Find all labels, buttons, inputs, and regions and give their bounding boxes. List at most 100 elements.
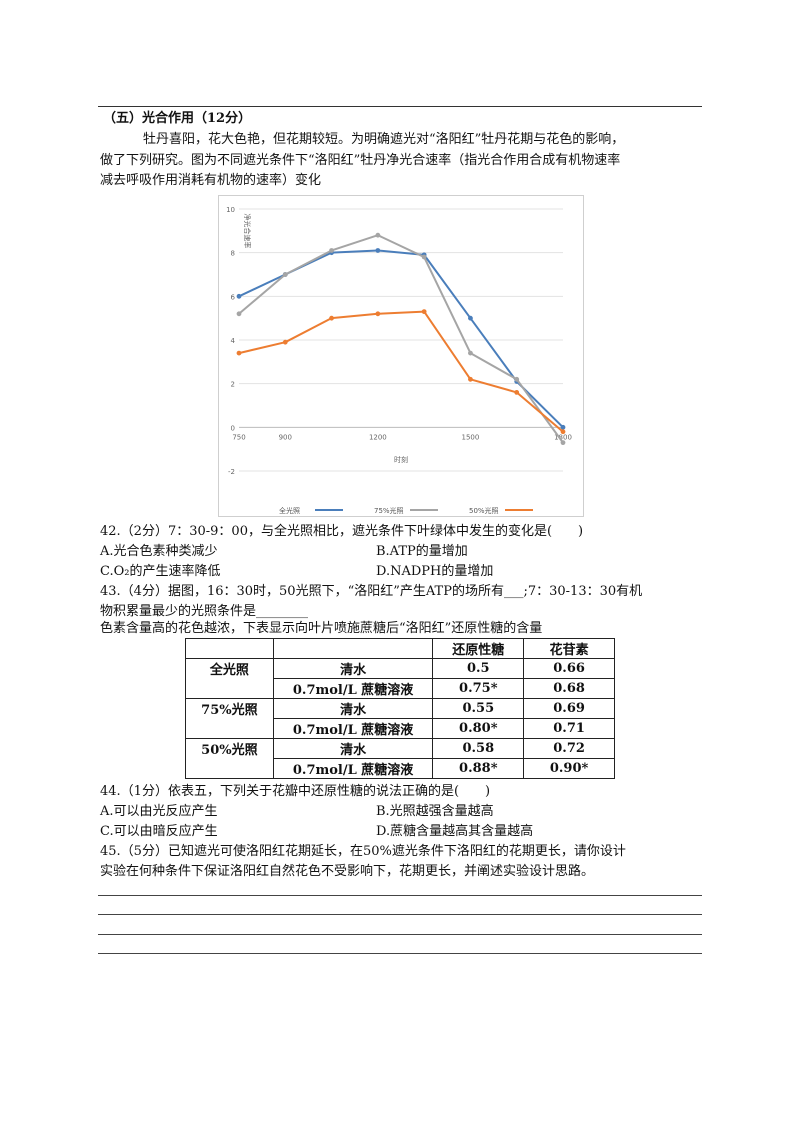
data-point <box>282 272 288 277</box>
data-point <box>514 390 520 395</box>
data-point <box>560 429 566 435</box>
header-cell <box>272 638 434 659</box>
anthocyanin-cell: 0.69 <box>523 698 615 719</box>
y-tick-label: 10 <box>226 206 235 214</box>
table-intro: 色素含量高的花色越浓，下表显示向叶片喷施蔗糖后“洛阳红”还原性糖的含量 <box>100 621 543 636</box>
legend-label: 75%光照 <box>374 506 404 515</box>
y-tick-label: 0 <box>231 424 235 432</box>
sugar-cell: 0.5 <box>432 658 525 679</box>
anthocyanin-cell: 0.71 <box>523 718 615 739</box>
q44-option-a[interactable]: A.可以由光反应产生 <box>100 804 218 819</box>
data-point <box>421 309 427 315</box>
group-cell: 全光照 <box>185 658 274 679</box>
data-point <box>236 311 242 317</box>
sugar-cell: 0.80* <box>432 718 525 739</box>
x-axis-label: 时刻 <box>394 455 408 464</box>
anthocyanin-cell: 0.90* <box>523 758 615 779</box>
data-point <box>468 376 473 382</box>
data-point <box>329 315 334 321</box>
y-tick-label: 4 <box>231 337 236 345</box>
data-point <box>375 311 381 317</box>
q45-line-2: 实验在何种条件下保证洛阳红自然花色不受影响下，花期更长，并阐述实验设计思路。 <box>100 864 595 879</box>
q44-option-d[interactable]: D.蔗糖含量越高其含量越高 <box>376 824 534 839</box>
data-point <box>468 350 473 356</box>
x-tick-label: 1200 <box>369 433 387 441</box>
q44-option-b[interactable]: B.光照越强含量越高 <box>376 804 494 819</box>
series-line <box>238 249 564 429</box>
y-tick-label: -2 <box>228 468 235 476</box>
data-point <box>421 254 427 260</box>
q44-stem: 44.（1分）依表五，下列关于花瓣中还原性糖的说法正确的是( ) <box>100 784 491 799</box>
q42-option-c[interactable]: C.O₂的产生速率降低 <box>100 564 221 579</box>
series-line <box>238 234 564 444</box>
data-point <box>236 350 242 356</box>
data-point <box>375 248 381 253</box>
anthocyanin-cell: 0.68 <box>523 678 615 699</box>
answer-line[interactable] <box>98 895 702 896</box>
x-tick-label: 900 <box>279 433 292 441</box>
header-cell: 还原性糖 <box>432 638 525 659</box>
treatment-cell: 0.7mol/L 蔗糖溶液 <box>272 758 434 779</box>
x-tick-label: 750 <box>232 433 245 441</box>
table-header-row: 还原性糖 花苷素 <box>185 638 615 659</box>
y-tick-label: 8 <box>231 250 235 258</box>
group-cell <box>185 678 274 699</box>
sugar-cell: 0.75* <box>432 678 525 699</box>
group-cell: 75%光照 <box>185 698 274 719</box>
q42-option-b[interactable]: B.ATP的量增加 <box>376 544 468 559</box>
treatment-cell: 清水 <box>272 698 434 719</box>
table-row: 50%光照 清水 0.58 0.72 <box>185 738 615 759</box>
data-point <box>560 424 566 430</box>
intro-line-2: 做了下列研究。图为不同遮光条件下“洛阳红”牡丹净光合速率（指光合作用合成有机物速… <box>100 153 621 168</box>
table-row: 0.7mol/L 蔗糖溶液 0.80* 0.71 <box>185 718 615 739</box>
data-point <box>468 315 473 321</box>
group-cell <box>185 718 274 739</box>
anthocyanin-cell: 0.66 <box>523 658 615 679</box>
sugar-cell: 0.88* <box>432 758 525 779</box>
q43-line-1: 43.（4分）据图，16：30时，50光照下，“洛阳红”产生ATP的场所有___… <box>100 584 643 599</box>
table-row: 0.7mol/L 蔗糖溶液 0.75* 0.68 <box>185 678 615 699</box>
treatment-cell: 0.7mol/L 蔗糖溶液 <box>272 678 434 699</box>
y-axis-label: 净光合速率 <box>243 213 252 248</box>
group-cell <box>185 758 274 779</box>
data-point <box>560 440 566 446</box>
treatment-cell: 0.7mol/L 蔗糖溶液 <box>272 718 434 739</box>
q43-line-2: 物积累量最少的光照条件是________ <box>100 604 309 619</box>
q42-stem: 42.（2分）7：30-9：00，与全光照相比，遮光条件下叶绿体中发生的变化是(… <box>100 524 584 539</box>
series-line <box>238 310 564 433</box>
data-point <box>514 376 520 382</box>
answer-line[interactable] <box>98 914 702 915</box>
q44-option-c[interactable]: C.可以由暗反应产生 <box>100 824 218 839</box>
intro-line-3: 减去呼吸作用消耗有机物的速率）变化 <box>100 173 322 188</box>
table-row: 全光照 清水 0.5 0.66 <box>185 658 615 679</box>
answer-line[interactable] <box>98 953 702 954</box>
data-point <box>329 248 334 253</box>
y-tick-label: 2 <box>231 381 235 389</box>
intro-line-1: 牡丹喜阳，花大色艳，但花期较短。为明确遮光对“洛阳红”牡丹花期与花色的影响， <box>143 132 625 147</box>
top-rule <box>98 106 702 107</box>
treatment-cell: 清水 <box>272 738 434 759</box>
q45-line-1: 45.（5分）已知遮光可使洛阳红花期延长，在50%遮光条件下洛阳红的花期更长，请… <box>100 844 626 859</box>
group-cell: 50%光照 <box>185 738 274 759</box>
sugar-cell: 0.58 <box>432 738 525 759</box>
q42-option-a[interactable]: A.光合色素种类减少 <box>100 544 218 559</box>
treatment-cell: 清水 <box>272 658 434 679</box>
header-cell <box>185 638 274 659</box>
data-point <box>282 339 288 345</box>
x-tick-label: 1500 <box>462 433 480 441</box>
line-chart: -2 0 2 4 6 8 10 750 900 1200 1500 1800 净光合速率时刻全光照 75%… <box>218 195 584 517</box>
header-cell: 花苷素 <box>523 638 615 659</box>
data-table: 还原性糖 花苷素 全光照 清水 0.5 0.66 0.7mol/L 蔗糖溶液 0… <box>185 638 615 779</box>
legend-label: 50%光照 <box>469 506 499 515</box>
data-point <box>375 232 381 238</box>
legend-label: 全光照 <box>279 506 300 515</box>
y-tick-label: 6 <box>231 293 236 301</box>
sugar-cell: 0.55 <box>432 698 525 719</box>
data-point <box>236 293 242 299</box>
x-tick-label: 1800 <box>554 433 572 441</box>
section-title: （五）光合作用（12分） <box>103 111 252 126</box>
q42-option-d[interactable]: D.NADPH的量增加 <box>376 564 494 579</box>
answer-line[interactable] <box>98 934 702 935</box>
table-row: 75%光照 清水 0.55 0.69 <box>185 698 615 719</box>
